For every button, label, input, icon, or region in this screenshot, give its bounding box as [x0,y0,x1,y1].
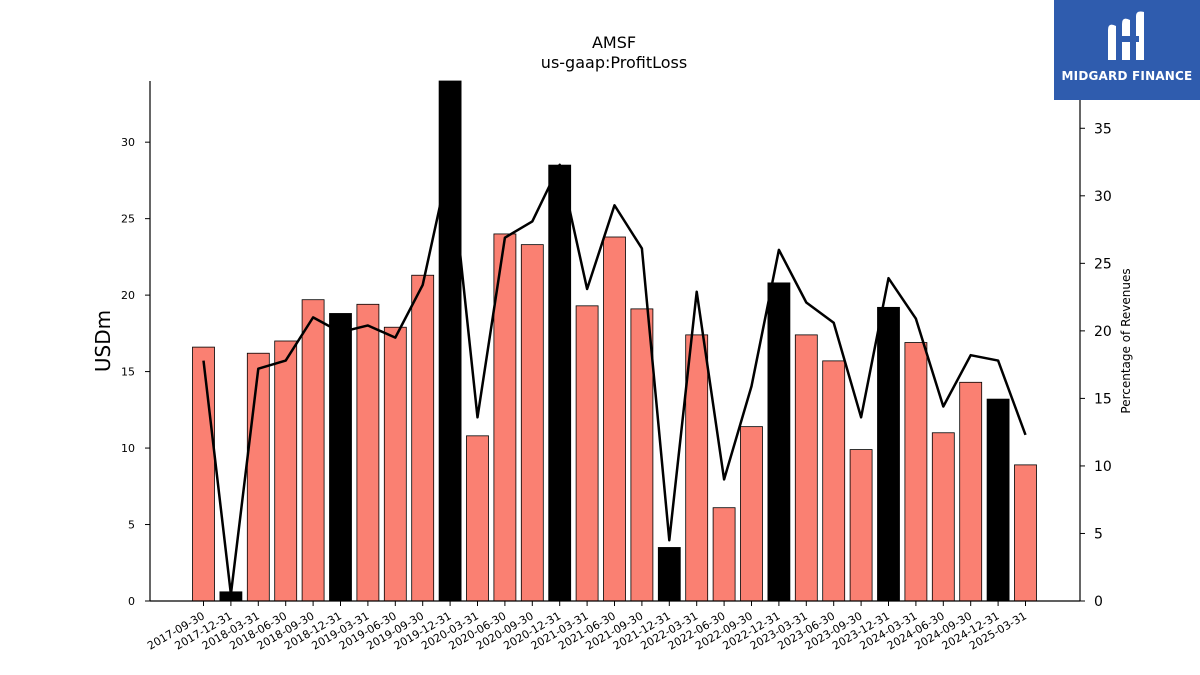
brand-mark-icon [1108,11,1144,61]
y-axis-label: USDm [91,310,115,372]
bar-2019-09-30 [411,274,435,602]
bar-2022-12-31 [767,282,791,602]
y2-tick-label: 0 [1094,594,1103,610]
y-tick-label: 10 [121,442,135,455]
y2-tick-label: 25 [1094,256,1112,272]
bar-2024-09-30 [959,381,983,602]
bar-2019-03-31 [356,303,380,602]
bar-2022-06-30 [712,507,736,602]
y2-tick-label: 15 [1094,391,1112,407]
bar-2022-03-31 [685,334,709,602]
bar-2018-03-31 [246,352,270,602]
y2-tick-label: 35 [1094,121,1112,137]
bar-2020-09-30 [520,244,544,602]
bar-2021-12-31 [657,547,681,602]
y-tick-label: 20 [121,289,135,302]
bar-2018-06-30 [274,340,298,602]
bar-2024-06-30 [931,432,955,602]
y-tick-label: 30 [121,136,135,149]
bar-2024-03-31 [904,342,928,602]
chart-title: AMSF [592,33,636,52]
y2-tick-label: 30 [1094,189,1112,205]
bar-2022-09-30 [740,426,763,602]
y-tick-label: 0 [128,595,135,608]
bar-2021-03-31 [575,305,599,602]
bar-2023-09-30 [849,449,873,602]
bar-2019-06-30 [383,326,407,602]
bar-2018-12-31 [329,313,352,602]
bar-2023-06-30 [822,360,846,602]
bar-2023-03-31 [794,334,818,602]
y-tick-label: 5 [128,519,135,532]
brand-logo: MIDGARD FINANCE [1054,0,1200,100]
bar-2020-03-31 [466,435,489,602]
bar-2020-12-31 [548,164,572,602]
bar-2025-03-31 [1014,464,1037,602]
chart-subtitle: us-gaap:ProfitLoss [541,53,687,72]
y2-tick-label: 20 [1094,324,1112,340]
y2-tick-label: 10 [1094,459,1112,475]
y-tick-label: 25 [121,213,135,226]
bar-2021-09-30 [630,308,654,602]
percentage-line [202,158,1027,596]
brand-name: MIDGARD FINANCE [1061,69,1193,83]
bar-2023-12-31 [877,306,900,602]
bar-2018-09-30 [301,299,325,602]
bar-2021-06-30 [603,236,626,602]
bar-2024-12-31 [986,398,1010,602]
bar-2017-09-30 [192,346,215,602]
y2-axis-label: Percentage of Revenues [1119,268,1133,413]
y2-tick-label: 5 [1094,526,1103,542]
y-tick-label: 15 [121,366,135,379]
